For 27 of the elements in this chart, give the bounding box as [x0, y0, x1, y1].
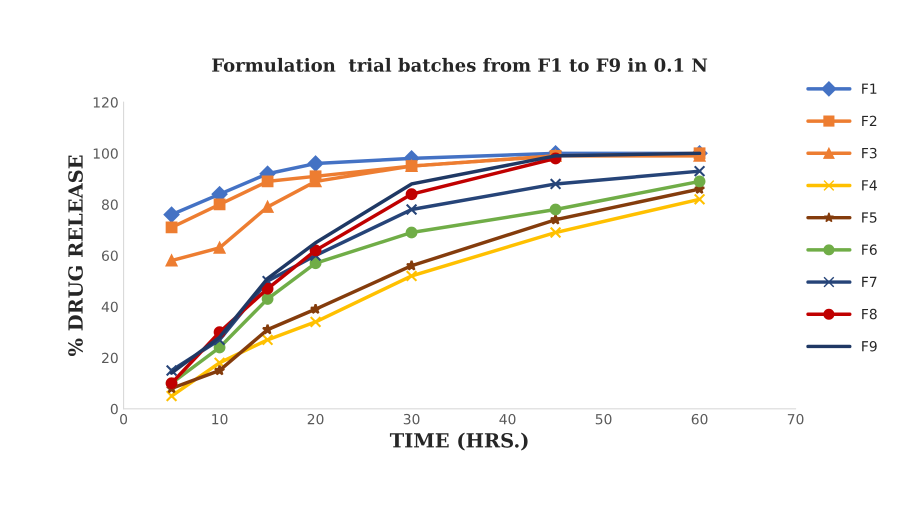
x-tick-label: 40	[499, 414, 516, 424]
legend-label: F8	[862, 308, 877, 320]
legend-label: F7	[862, 276, 876, 287]
y-tick-label: 100	[94, 148, 118, 159]
x-axis-title: TIME (HRS.)	[390, 432, 528, 450]
y-tick-label: 20	[102, 352, 118, 364]
x-tick-label: 50	[596, 414, 612, 424]
x-tick-label: 10	[212, 414, 228, 424]
x-tick-label: 60	[692, 414, 708, 424]
x-tick-label: 20	[308, 414, 324, 424]
y-tick-label: 60	[102, 250, 118, 261]
legend-label: F6	[862, 244, 877, 255]
y-tick-label: 80	[102, 199, 118, 210]
legend-label: F5	[862, 212, 876, 223]
legend-label: F1	[862, 84, 876, 94]
y-axis-title: % DRUG RELEASE	[68, 155, 83, 356]
chart-title: Formulation trial batches from F1 to F9 in 0.1 N	[212, 58, 708, 72]
y-tick-label: 0	[110, 404, 118, 414]
x-tick-label: 30	[404, 414, 420, 424]
y-tick-label: 120	[94, 97, 118, 108]
y-tick-label: 40	[102, 302, 118, 312]
x-tick-label: 70	[788, 414, 804, 424]
legend-label: F4	[862, 180, 877, 190]
legend-label: F3	[862, 148, 877, 158]
x-tick-label: 0	[120, 414, 128, 424]
legend-label: F9	[862, 341, 877, 352]
legend-label: F2	[862, 116, 876, 126]
